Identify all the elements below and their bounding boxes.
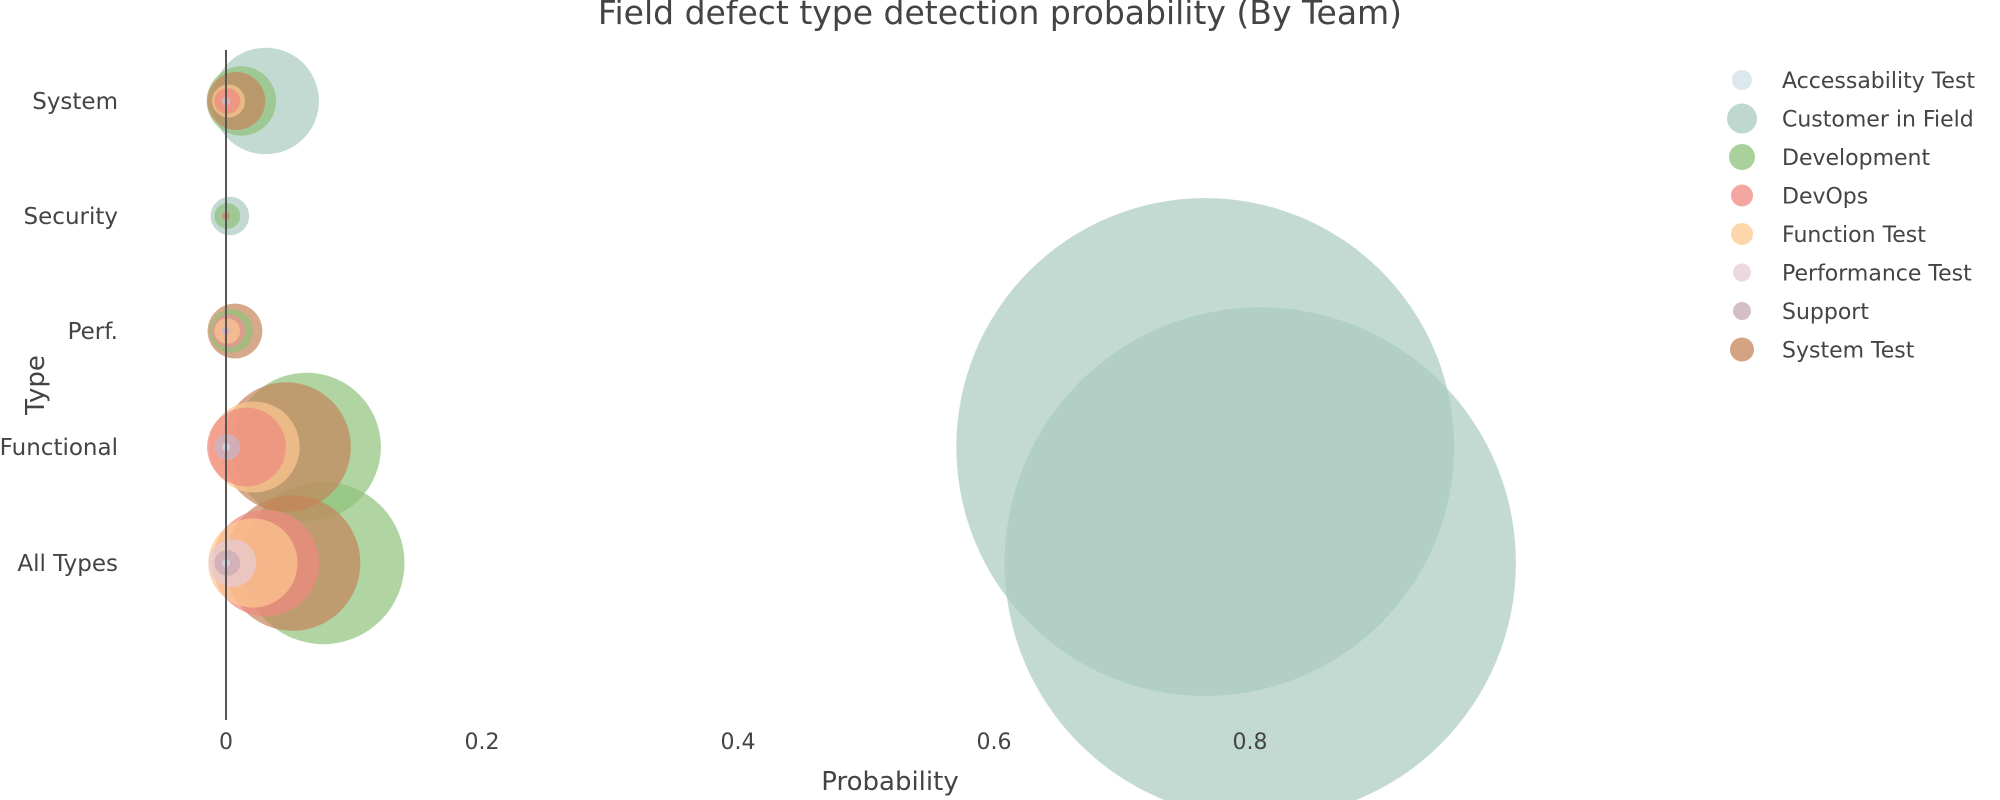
legend-marker (1733, 263, 1751, 282)
bubble-point[interactable] (956, 198, 1455, 696)
x-tick-label: 0.8 (1233, 730, 1268, 755)
bubbles-layer (206, 47, 1516, 800)
x-tick-label: 0.6 (977, 730, 1012, 755)
legend-label: Support (1782, 300, 1869, 325)
x-tick-label: 0.4 (721, 730, 756, 755)
legend-label: Accessability Test (1782, 69, 1975, 94)
chart-title: Field defect type detection probability … (598, 0, 1402, 32)
x-axis-ticks: 0 0.2 0.4 0.6 0.8 (219, 730, 1268, 755)
legend-label: Customer in Field (1782, 108, 1974, 133)
legend-marker (1730, 337, 1754, 362)
legend-marker (1731, 184, 1753, 207)
y-axis-title: Type (21, 355, 51, 416)
x-tick-label: 0.2 (465, 730, 500, 755)
x-tick-label: 0 (219, 730, 233, 755)
legend-label: Development (1782, 146, 1930, 171)
y-category-label: Perf. (68, 319, 118, 345)
x-axis-title: Probability (821, 767, 958, 797)
legend-marker (1732, 70, 1752, 90)
legend-label: Function Test (1782, 223, 1926, 248)
y-category-label: Security (24, 204, 118, 230)
y-category-label: All Types (17, 551, 118, 577)
y-category-label: System (32, 89, 118, 115)
legend-marker (1727, 103, 1757, 134)
legend: Accessability Test Customer in Field Devel… (1727, 69, 1975, 364)
legend-marker (1733, 302, 1751, 320)
y-category-label: Functional (0, 435, 118, 461)
y-axis-categories: System Security Perf. Functional All Types (0, 89, 118, 577)
legend-marker (1729, 144, 1755, 170)
legend-label: System Test (1782, 339, 1915, 364)
legend-label: Performance Test (1782, 262, 1972, 287)
legend-marker (1731, 223, 1753, 245)
legend-label: DevOps (1782, 185, 1868, 210)
